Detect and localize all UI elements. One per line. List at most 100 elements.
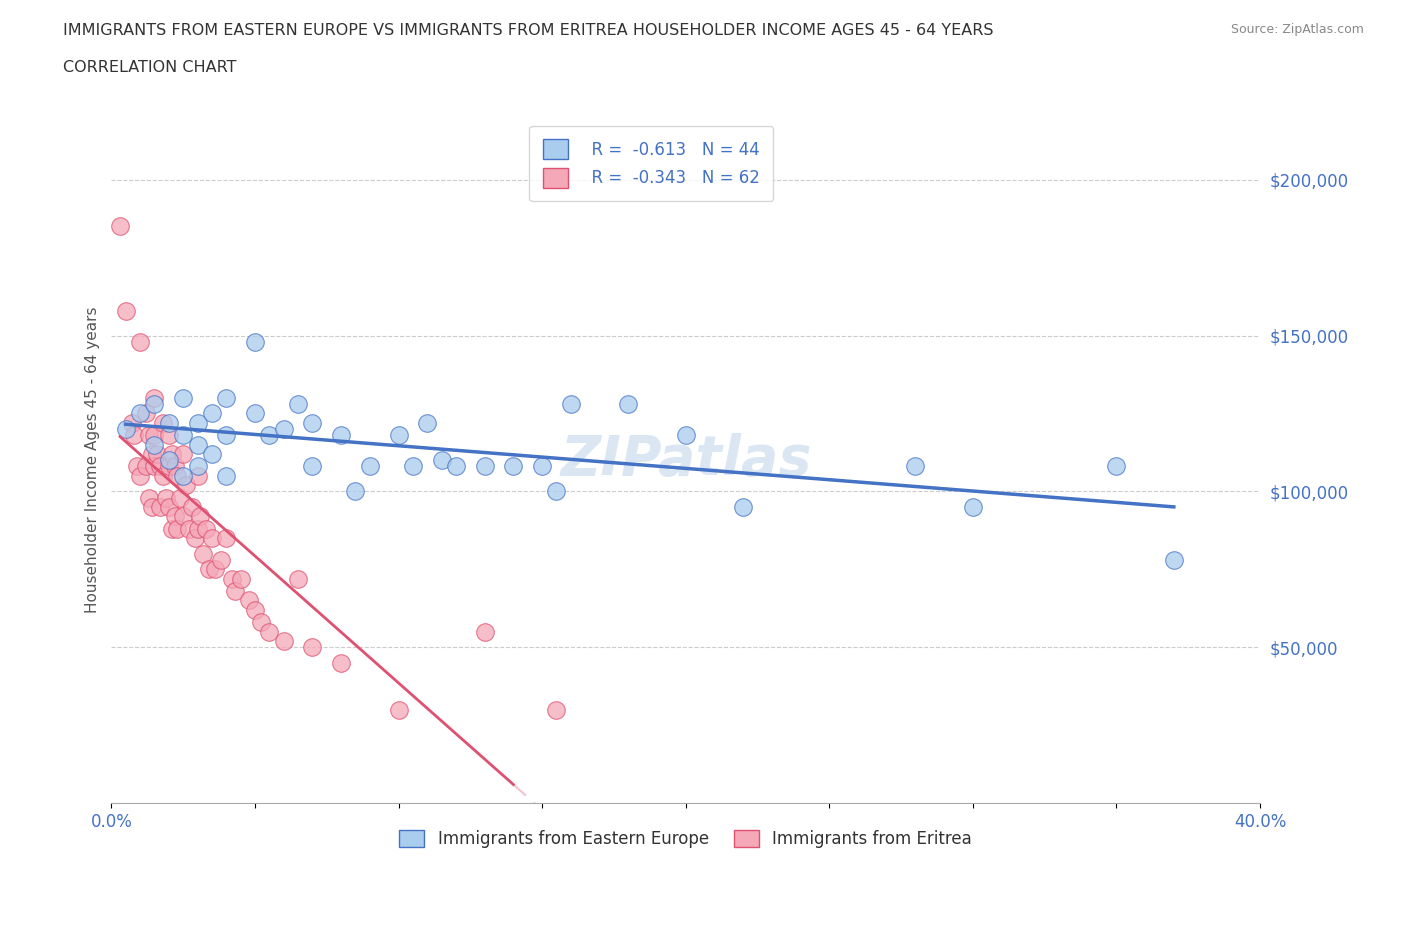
Point <box>157 499 180 514</box>
Point <box>560 396 582 411</box>
Text: Source: ZipAtlas.com: Source: ZipAtlas.com <box>1230 23 1364 36</box>
Point <box>387 702 409 717</box>
Point <box>259 428 281 443</box>
Point <box>169 490 191 505</box>
Point <box>387 428 409 443</box>
Point <box>160 522 183 537</box>
Point <box>195 522 218 537</box>
Point <box>1105 459 1128 474</box>
Point <box>114 303 136 318</box>
Point <box>149 499 172 514</box>
Point <box>187 459 209 474</box>
Point <box>124 428 146 443</box>
Point <box>166 469 188 484</box>
Point <box>229 571 252 586</box>
Point <box>187 469 209 484</box>
Point <box>287 571 309 586</box>
Point <box>172 428 194 443</box>
Point <box>221 571 243 586</box>
Point <box>330 428 353 443</box>
Point <box>301 640 323 655</box>
Point <box>157 428 180 443</box>
Point <box>141 499 163 514</box>
Point <box>187 522 209 537</box>
Point <box>183 531 205 546</box>
Point <box>962 499 984 514</box>
Point <box>209 552 232 567</box>
Point <box>402 459 425 474</box>
Point <box>359 459 381 474</box>
Point <box>114 421 136 436</box>
Point <box>180 499 202 514</box>
Point <box>172 446 194 461</box>
Point <box>152 469 174 484</box>
Point <box>243 603 266 618</box>
Point <box>273 633 295 648</box>
Point <box>172 509 194 524</box>
Point <box>330 656 353 671</box>
Point <box>474 459 496 474</box>
Point <box>215 391 238 405</box>
Point <box>193 546 215 561</box>
Point <box>474 624 496 639</box>
Point <box>143 428 166 443</box>
Point <box>201 531 224 546</box>
Point <box>243 406 266 421</box>
Point <box>121 416 143 431</box>
Point <box>138 428 160 443</box>
Point <box>904 459 927 474</box>
Point <box>163 459 186 474</box>
Text: CORRELATION CHART: CORRELATION CHART <box>63 60 236 75</box>
Point <box>172 391 194 405</box>
Text: ZIPatlas: ZIPatlas <box>560 433 811 487</box>
Point <box>430 453 453 468</box>
Point <box>129 334 152 349</box>
Point <box>215 428 238 443</box>
Point <box>201 446 224 461</box>
Point <box>129 406 152 421</box>
Point <box>444 459 467 474</box>
Point <box>135 459 157 474</box>
Point <box>733 499 755 514</box>
Point <box>146 446 169 461</box>
Text: IMMIGRANTS FROM EASTERN EUROPE VS IMMIGRANTS FROM ERITREA HOUSEHOLDER INCOME AGE: IMMIGRANTS FROM EASTERN EUROPE VS IMMIGR… <box>63 23 994 38</box>
Legend: Immigrants from Eastern Europe, Immigrants from Eritrea: Immigrants from Eastern Europe, Immigran… <box>391 821 980 857</box>
Point <box>149 459 172 474</box>
Point <box>502 459 524 474</box>
Point <box>160 446 183 461</box>
Point <box>204 562 226 577</box>
Point <box>143 396 166 411</box>
Point <box>224 584 246 599</box>
Point <box>163 509 186 524</box>
Point <box>155 490 177 505</box>
Point <box>177 522 200 537</box>
Point <box>190 509 212 524</box>
Point <box>187 416 209 431</box>
Point <box>143 391 166 405</box>
Point <box>546 484 568 498</box>
Point <box>617 396 640 411</box>
Point <box>198 562 221 577</box>
Point <box>174 478 197 493</box>
Point <box>141 446 163 461</box>
Point <box>301 459 323 474</box>
Point <box>157 453 180 468</box>
Point <box>531 459 554 474</box>
Point <box>243 334 266 349</box>
Point <box>416 416 439 431</box>
Point <box>138 490 160 505</box>
Point <box>172 469 194 484</box>
Point <box>127 459 149 474</box>
Point <box>215 531 238 546</box>
Point <box>187 437 209 452</box>
Point <box>129 469 152 484</box>
Point <box>675 428 697 443</box>
Point <box>166 522 188 537</box>
Point <box>152 416 174 431</box>
Point <box>287 396 309 411</box>
Point <box>273 421 295 436</box>
Point <box>249 615 271 630</box>
Point <box>1163 552 1185 567</box>
Point <box>108 219 131 233</box>
Point <box>143 437 166 452</box>
